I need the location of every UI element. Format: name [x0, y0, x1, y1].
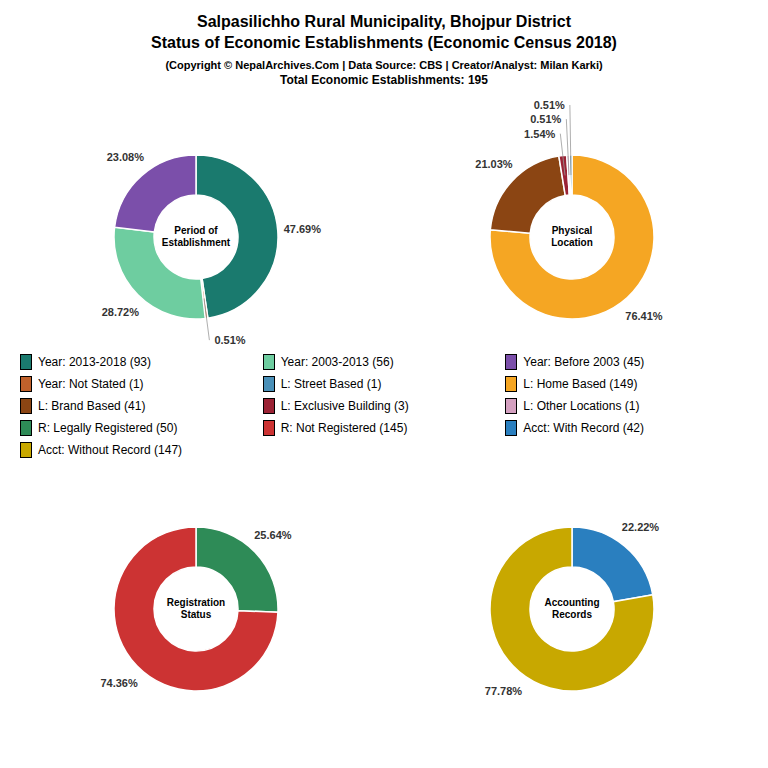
html-text:L: Home Based (149): L: Home Based (149): [523, 376, 638, 391]
html-text:Physical Location: Physical Location: [551, 224, 593, 248]
html-text:R: Not Registered (145): R: Not Registered (145): [280, 420, 408, 435]
html-text:Registration Status: Registration Status: [166, 596, 226, 620]
html-text:Acct: Without Record (147): Acct: Without Record (147): [38, 442, 183, 457]
html-text:R: Legally Registered (50): R: Legally Registered (50): [38, 420, 178, 435]
html-text:L: Street Based (1): L: Street Based (1): [280, 376, 382, 391]
svg-text:22.22%: 22.22%: [622, 521, 660, 533]
svg-text:0.51%: 0.51%: [534, 99, 565, 111]
html-text:Year: Before 2003 (45): Year: Before 2003 (45): [523, 354, 645, 369]
html-text:Period of Establishment: Period of Establishment: [161, 224, 231, 248]
html-text:L: Brand Based (41): L: Brand Based (41): [38, 398, 146, 413]
svg-text:21.03%: 21.03%: [475, 158, 513, 170]
html-text:Total Economic Establishments:: Total Economic Establishments: 195: [280, 73, 488, 88]
html-text:Year: 2013-2018 (93): Year: 2013-2018 (93): [38, 354, 151, 369]
svg-text:74.36%: 74.36%: [100, 676, 138, 688]
svg-text:23.08%: 23.08%: [107, 151, 145, 163]
html-text:(Copyright © NepalArchives.Com: (Copyright © NepalArchives.Com | Data So…: [165, 58, 603, 71]
svg-text:25.64%: 25.64%: [254, 529, 292, 541]
svg-text:77.78%: 77.78%: [485, 684, 523, 696]
html-text:Status of Economic Establishme: Status of Economic Establishments (Econo…: [151, 33, 617, 51]
html-text:Acct: With Record (42): Acct: With Record (42): [523, 420, 644, 435]
svg-text:1.54%: 1.54%: [524, 127, 555, 139]
html-text:Accounting Records: Accounting Records: [544, 596, 600, 620]
svg-text:0.51%: 0.51%: [530, 113, 561, 125]
html-text:Salpasilichho Rural Municipali: Salpasilichho Rural Municipality, Bhojpu…: [197, 13, 571, 30]
svg-text:47.69%: 47.69%: [284, 223, 322, 235]
html-text:Year: 2003-2013 (56): Year: 2003-2013 (56): [280, 354, 394, 369]
html-text:L: Other Locations (1): L: Other Locations (1): [523, 398, 640, 413]
svg-text:76.41%: 76.41%: [625, 309, 663, 321]
html-text:Year: Not Stated (1): Year: Not Stated (1): [38, 376, 144, 391]
svg-text:28.72%: 28.72%: [102, 306, 140, 318]
svg-text:0.51%: 0.51%: [214, 334, 245, 346]
html-text:L: Exclusive Building (3): L: Exclusive Building (3): [280, 398, 409, 413]
